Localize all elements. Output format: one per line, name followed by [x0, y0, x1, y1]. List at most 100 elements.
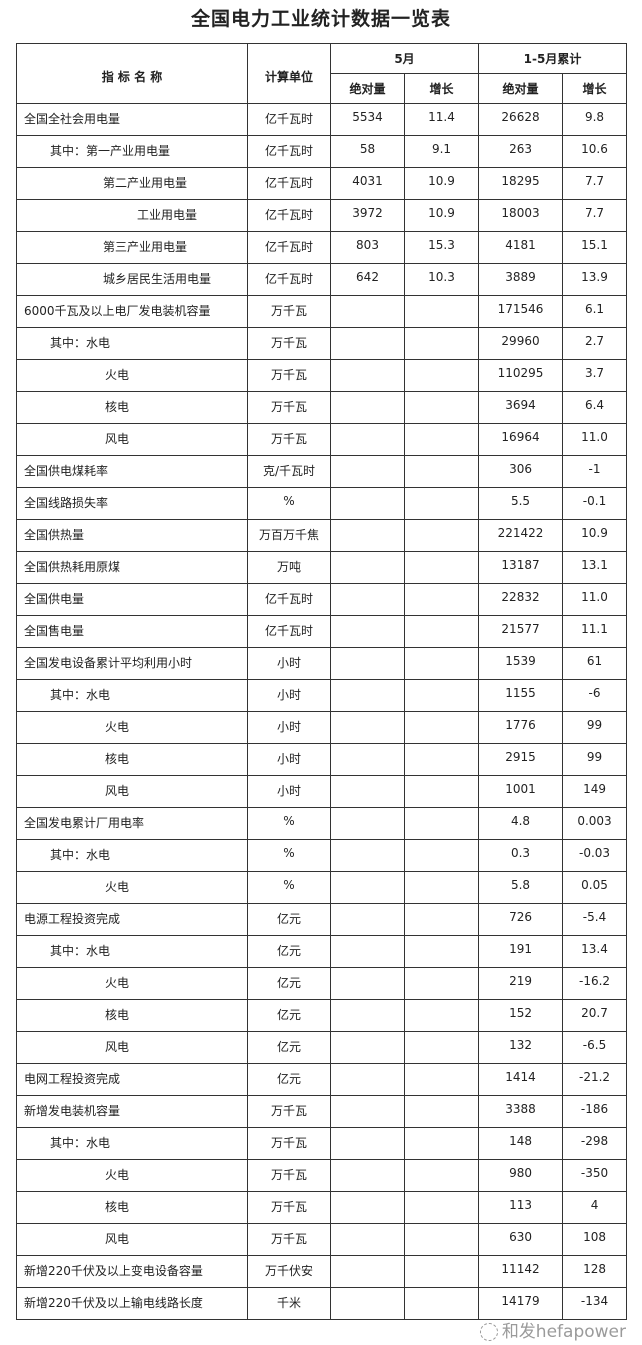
row-may-abs [330, 1159, 405, 1192]
row-may-growth [403, 615, 480, 648]
row-cum-growth: 108 [562, 1223, 628, 1256]
row-name: 风电 [16, 1031, 248, 1064]
row-cum-growth: -350 [562, 1159, 628, 1192]
row-cum-abs: 4.8 [478, 807, 564, 840]
row-cum-abs: 4181 [478, 231, 564, 264]
row-name: 风电 [16, 1223, 248, 1256]
row-may-growth [403, 743, 480, 776]
row-cum-growth: -21.2 [562, 1063, 628, 1096]
row-name: 全国发电设备累计平均利用小时 [16, 647, 248, 680]
row-name: 新增220千伏及以上变电设备容量 [16, 1255, 248, 1288]
header-name: 指 标 名 称 [16, 43, 248, 104]
row-name: 6000千瓦及以上电厂发电装机容量 [16, 295, 248, 328]
row-may-growth [403, 359, 480, 392]
row-may-growth: 10.9 [403, 167, 480, 200]
header-may: 5月 [329, 43, 480, 74]
row-may-abs [330, 711, 405, 744]
row-may-abs [330, 391, 405, 424]
row-may-abs [330, 647, 405, 680]
table-row: 火电 万千瓦 110295 3.7 [16, 359, 628, 392]
table-row: 6000千瓦及以上电厂发电装机容量 万千瓦 171546 6.1 [16, 295, 628, 328]
row-unit: 亿元 [247, 935, 331, 968]
row-cum-abs: 306 [478, 455, 564, 488]
row-unit: 万千瓦 [247, 327, 331, 360]
row-may-growth [403, 1095, 480, 1128]
row-name: 全国供电煤耗率 [16, 455, 248, 488]
table-row: 工业用电量 亿千瓦时 3972 10.9 18003 7.7 [16, 199, 628, 232]
row-cum-abs: 148 [478, 1127, 564, 1160]
row-may-growth: 15.3 [403, 231, 480, 264]
row-may-growth [403, 935, 480, 968]
row-name: 核电 [16, 743, 248, 776]
row-unit: 万千瓦 [247, 1223, 331, 1256]
row-unit: 万千瓦 [247, 1159, 331, 1192]
row-cum-abs: 3388 [478, 1095, 564, 1128]
row-cum-growth: 99 [562, 711, 628, 744]
row-unit: 小时 [247, 679, 331, 712]
row-may-growth [403, 423, 480, 456]
row-cum-abs: 263 [478, 135, 564, 168]
row-name: 城乡居民生活用电量 [16, 263, 248, 296]
row-name: 核电 [16, 999, 248, 1032]
table-row: 新增220千伏及以上输电线路长度 千米 14179 -134 [16, 1287, 628, 1320]
row-may-growth [403, 551, 480, 584]
row-name: 其中：水电 [16, 679, 248, 712]
row-unit: 亿千瓦时 [247, 231, 331, 264]
row-cum-abs: 18003 [478, 199, 564, 232]
row-may-growth [403, 807, 480, 840]
row-name: 全国发电累计厂用电率 [16, 807, 248, 840]
table-row: 其中：第一产业用电量 亿千瓦时 58 9.1 263 10.6 [16, 135, 628, 168]
row-cum-growth: 128 [562, 1255, 628, 1288]
table-row: 其中：水电 小时 1155 -6 [16, 679, 628, 712]
table-row: 全国供热耗用原煤 万吨 13187 13.1 [16, 551, 628, 584]
row-unit: 万千瓦 [247, 423, 331, 456]
row-may-growth: 10.3 [403, 263, 480, 296]
row-cum-growth: 11.0 [562, 423, 628, 456]
row-unit: 万千伏安 [247, 1255, 331, 1288]
row-cum-abs: 16964 [478, 423, 564, 456]
row-cum-abs: 1414 [478, 1063, 564, 1096]
row-cum-growth: 61 [562, 647, 628, 680]
table-row: 电源工程投资完成 亿元 726 -5.4 [16, 903, 628, 936]
row-may-growth [403, 1255, 480, 1288]
row-unit: 小时 [247, 743, 331, 776]
row-cum-growth: 0.05 [562, 871, 628, 904]
page-title: 全国电力工业统计数据一览表 [190, 8, 451, 30]
watermark: 和发hefapower [0, 1322, 626, 1342]
row-cum-abs: 1001 [478, 775, 564, 808]
row-name: 火电 [16, 359, 248, 392]
row-may-growth [403, 967, 480, 1000]
row-may-growth [403, 1127, 480, 1160]
table-row: 火电% 5.8 0.05 [16, 871, 628, 904]
header-unit: 计算单位 [247, 43, 331, 104]
row-name: 全国全社会用电量 [16, 103, 248, 136]
row-may-growth [403, 903, 480, 936]
row-cum-growth: 10.9 [562, 519, 628, 552]
row-may-abs: 642 [330, 263, 405, 296]
row-name: 其中：第一产业用电量 [16, 135, 248, 168]
wechat-icon [479, 1323, 498, 1341]
row-may-abs [330, 903, 405, 936]
row-may-abs [330, 999, 405, 1032]
table-row: 其中：水电 万千瓦 29960 2.7 [16, 327, 628, 360]
row-may-abs [330, 1191, 405, 1224]
row-unit: 亿千瓦时 [247, 199, 331, 232]
row-cum-growth: 10.6 [562, 135, 628, 168]
row-name: 电网工程投资完成 [16, 1063, 248, 1096]
row-unit: 亿千瓦时 [247, 103, 331, 136]
row-cum-abs: 219 [478, 967, 564, 1000]
header-cumulative: 1-5月累计 [478, 43, 628, 74]
row-cum-abs: 5.5 [478, 487, 564, 520]
row-name: 电源工程投资完成 [16, 903, 248, 936]
row-cum-abs: 132 [478, 1031, 564, 1064]
table-row: 全国发电设备累计平均利用小时 小时 1539 61 [16, 647, 628, 680]
row-cum-abs: 1539 [478, 647, 564, 680]
row-cum-growth: -6 [562, 679, 628, 712]
row-unit: 小时 [247, 647, 331, 680]
row-cum-abs: 3889 [478, 263, 564, 296]
row-may-abs [330, 839, 405, 872]
row-may-growth [403, 999, 480, 1032]
row-unit: 亿千瓦时 [247, 263, 331, 296]
row-name: 风电 [16, 775, 248, 808]
table-row: 核电 小时 2915 99 [16, 743, 628, 776]
